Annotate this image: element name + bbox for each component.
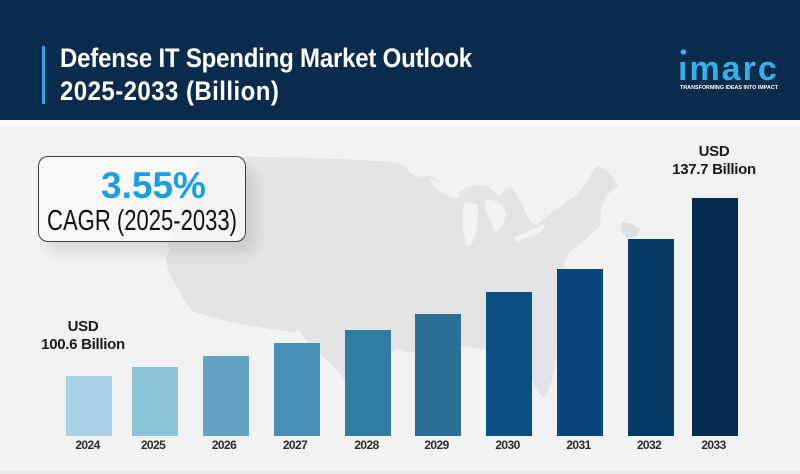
- svg-text:TRANSFORMING IDEAS INTO IMPACT: TRANSFORMING IDEAS INTO IMPACT: [680, 85, 779, 91]
- svg-text:ımarc: ımarc: [678, 50, 779, 88]
